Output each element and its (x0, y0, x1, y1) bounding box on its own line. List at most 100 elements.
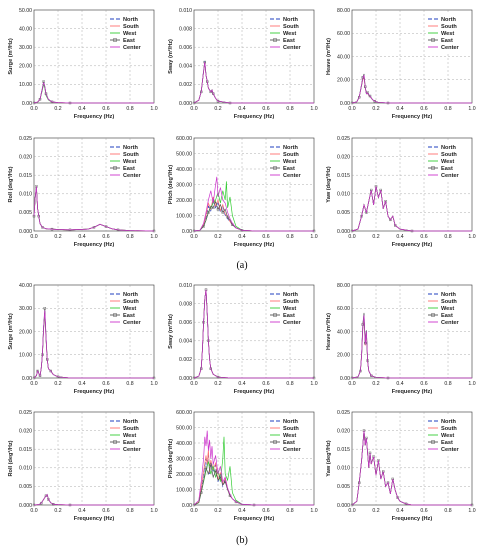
y-tick-label: 40.00 (19, 283, 32, 289)
y-tick-label: 80.00 (337, 8, 350, 14)
y-axis-label: Heave (m²/Hz) (325, 313, 332, 350)
legend-marker (113, 38, 117, 42)
x-tick-label: 1.0 (150, 381, 157, 387)
x-tick-label: 1.0 (310, 381, 317, 387)
x-tick-label: 0.4 (78, 381, 85, 387)
x-tick-label: 1.0 (468, 106, 475, 112)
series-marker-east (221, 211, 225, 214)
legend-label-center: Center (123, 320, 142, 326)
x-tick-label: 0.0 (30, 234, 37, 240)
y-axis-label: Surge (m²/Hz) (7, 313, 14, 349)
y-tick-label: 0.025 (19, 410, 32, 416)
y-tick-label: 400.00 (176, 441, 192, 447)
y-axis-label: Heave (m²/Hz) (325, 38, 332, 75)
y-tick-label: 0.00 (182, 229, 192, 235)
series-line-center (33, 186, 155, 232)
y-tick-label: 20.00 (337, 353, 350, 359)
x-tick-label: 0.2 (214, 106, 221, 112)
x-axis-label: Frequency (Hz) (234, 242, 275, 248)
series-marker-east (32, 376, 36, 380)
legend-label-east: East (283, 313, 295, 319)
y-tick-label: 0.015 (337, 447, 350, 453)
series-line-center (193, 289, 314, 379)
x-tick-label: 0.2 (214, 234, 221, 240)
legend-label-south: South (441, 24, 457, 30)
series-line-center (351, 74, 472, 104)
x-tick-label: 0.8 (286, 381, 293, 387)
legend-label-south: South (123, 152, 139, 158)
x-tick-label: 0.4 (396, 381, 403, 387)
y-tick-label: 0.000 (179, 101, 192, 107)
y-tick-label: 0.005 (19, 210, 32, 216)
chart-panel: 0.00 100.00 200.00 300.00 400.00 500.00 600.00… (167, 410, 318, 522)
y-tick-label: 0.002 (179, 357, 192, 363)
x-tick-label: 0.6 (420, 234, 427, 240)
y-tick-label: 300.00 (176, 456, 192, 462)
x-tick-label: 0.2 (372, 234, 379, 240)
x-tick-label: 0.6 (420, 508, 427, 514)
x-tick-label: 0.6 (102, 234, 109, 240)
legend-label-north: North (123, 17, 138, 23)
y-tick-label: 30.00 (19, 306, 32, 312)
chart-panel: 0.00 20.00 40.00 60.00 80.00 0.0 0.2 0.4 0.6 0.8 1… (325, 8, 476, 120)
x-tick-label: 0.8 (444, 381, 451, 387)
legend-marker (113, 166, 117, 170)
y-tick-label: 0.006 (179, 45, 192, 51)
y-tick-label: 0.020 (337, 428, 350, 434)
y-tick-label: 50.00 (19, 8, 32, 14)
y-axis-label: Yaw (deg²/Hz) (325, 440, 332, 476)
legend-label-center: Center (441, 173, 460, 179)
y-tick-label: 0.000 (19, 229, 32, 235)
series-line-center (33, 493, 154, 506)
y-tick-label: 0.020 (19, 428, 32, 434)
legend-label-south: South (283, 426, 299, 432)
y-tick-label: 0.010 (179, 283, 192, 289)
x-tick-label: 0.6 (102, 106, 109, 112)
x-tick-label: 0.4 (238, 106, 245, 112)
legend-label-south: South (283, 299, 299, 305)
x-axis-label: Frequency (Hz) (234, 516, 275, 522)
legend-label-north: North (123, 419, 138, 425)
legend-label-west: West (123, 433, 136, 439)
series-marker-east (216, 208, 220, 211)
y-axis-label: Sway (m²/Hz) (167, 39, 174, 74)
legend-label-east: East (441, 440, 453, 446)
legend-label-east: East (441, 38, 453, 44)
y-tick-label: 20.00 (337, 78, 350, 84)
y-tick-label: 100.00 (176, 487, 192, 493)
y-axis-label: Pitch (deg²/Hz) (167, 439, 174, 478)
x-tick-label: 0.8 (126, 106, 133, 112)
y-tick-label: 40.00 (337, 54, 350, 60)
legend-label-east: East (441, 313, 453, 319)
legend-label-north: North (441, 145, 456, 151)
x-axis-label: Frequency (Hz) (234, 114, 275, 120)
series-marker-east (41, 226, 44, 229)
x-axis-label: Frequency (Hz) (74, 114, 115, 120)
x-axis-label: Frequency (Hz) (392, 114, 433, 120)
y-tick-label: 80.00 (337, 283, 350, 289)
x-tick-label: 0.2 (54, 106, 61, 112)
x-tick-label: 0.4 (396, 234, 403, 240)
y-tick-label: 0.00 (22, 376, 32, 382)
y-tick-label: 20.00 (19, 64, 32, 70)
x-tick-label: 0.6 (420, 106, 427, 112)
y-tick-label: 40.00 (337, 329, 350, 335)
legend-marker (113, 440, 117, 444)
y-tick-label: 0.00 (22, 101, 32, 107)
y-tick-label: 60.00 (337, 306, 350, 312)
series-marker-east (219, 475, 222, 479)
x-tick-label: 0.8 (444, 508, 451, 514)
legend-label-north: North (283, 17, 298, 23)
series-marker-east (199, 491, 203, 494)
chart-panel: 0.00 20.00 40.00 60.00 80.00 0.0 0.2 0.4 0.6 0.8 1… (325, 283, 476, 395)
x-tick-label: 1.0 (468, 234, 475, 240)
x-tick-label: 0.6 (420, 381, 427, 387)
legend-label-north: North (441, 17, 456, 23)
x-tick-label: 0.0 (190, 234, 197, 240)
series-marker-east (49, 369, 52, 373)
x-tick-label: 0.2 (54, 234, 61, 240)
y-tick-label: 0.00 (340, 376, 350, 382)
